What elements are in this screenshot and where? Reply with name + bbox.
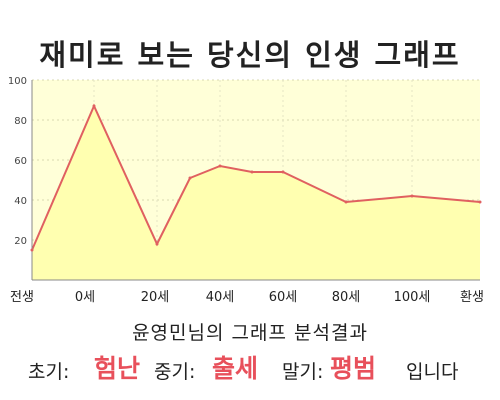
data-point — [218, 164, 222, 168]
result-subtitle: 윤영민님의 그래프 분석결과 — [132, 322, 368, 344]
y-tick-labels: 20 40 60 80 100 — [8, 76, 27, 247]
data-point — [92, 104, 96, 108]
x-tick-label: 환생 — [460, 290, 484, 305]
data-point — [281, 170, 285, 174]
x-tick-labels: 전생 0세 20세 40세 60세 80세 100세 환생 — [10, 290, 484, 305]
x-tick-label: 0세 — [75, 290, 95, 305]
data-point — [155, 242, 159, 246]
result-summary: 초기: 험난 중기: 출세 말기: 평범 입니다 — [28, 347, 488, 383]
data-point — [410, 194, 414, 198]
data-point — [344, 200, 348, 204]
life-chart: 20 40 60 80 100 전생 0세 20세 40세 60세 80세 100세 환생 — [8, 76, 484, 305]
y-tick-label: 100 — [8, 76, 27, 87]
y-tick-label: 20 — [14, 236, 27, 247]
middle-value: 출세 — [212, 354, 259, 383]
middle-label: 중기: — [154, 361, 196, 383]
x-tick-label: 60세 — [269, 290, 298, 305]
early-label: 초기: — [28, 361, 70, 383]
early-value: 험난 — [94, 354, 141, 383]
x-tick-label: 20세 — [141, 290, 170, 305]
late-value: 평범 — [330, 354, 377, 383]
x-tick-label: 80세 — [332, 290, 361, 305]
life-area — [32, 106, 480, 280]
y-tick-label: 40 — [14, 196, 27, 207]
data-point — [478, 200, 482, 204]
life-line — [31, 103, 481, 251]
late-label: 말기: — [282, 361, 324, 383]
y-tick-label: 80 — [14, 116, 27, 127]
chart-title: 재미로 보는 당신의 인생 그래프 — [39, 38, 461, 72]
x-tick-label: 40세 — [206, 290, 235, 305]
data-point — [250, 170, 254, 174]
x-tick-label: 전생 — [10, 290, 34, 305]
data-point — [188, 176, 192, 180]
y-tick-label: 60 — [14, 156, 27, 167]
result-ending: 입니다 — [406, 361, 459, 383]
data-point — [30, 248, 34, 252]
x-tick-label: 100세 — [394, 290, 431, 305]
